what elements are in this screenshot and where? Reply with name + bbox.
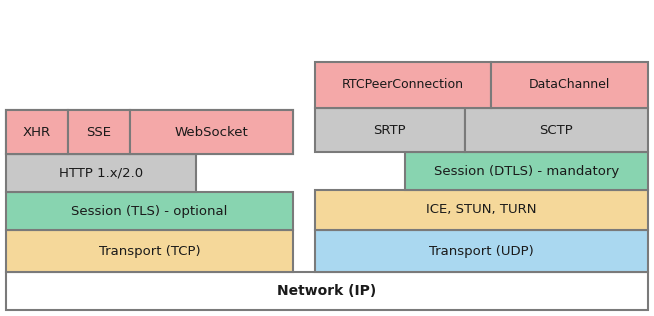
FancyBboxPatch shape xyxy=(6,230,293,272)
Text: ICE, STUN, TURN: ICE, STUN, TURN xyxy=(426,204,537,216)
FancyBboxPatch shape xyxy=(130,110,293,154)
Text: Session (TLS) - optional: Session (TLS) - optional xyxy=(71,204,228,217)
FancyBboxPatch shape xyxy=(315,230,648,272)
Text: SRTP: SRTP xyxy=(373,124,406,137)
FancyBboxPatch shape xyxy=(315,62,492,108)
FancyBboxPatch shape xyxy=(405,152,648,190)
FancyBboxPatch shape xyxy=(315,108,465,152)
FancyBboxPatch shape xyxy=(6,272,648,310)
Text: SCTP: SCTP xyxy=(540,124,574,137)
Text: DataChannel: DataChannel xyxy=(529,78,610,92)
Text: XHR: XHR xyxy=(23,125,51,138)
FancyBboxPatch shape xyxy=(465,108,648,152)
Text: Session (DTLS) - mandatory: Session (DTLS) - mandatory xyxy=(434,165,619,178)
Text: RTCPeerConnection: RTCPeerConnection xyxy=(342,78,464,92)
Text: Transport (UDP): Transport (UDP) xyxy=(429,245,534,258)
Text: Network (IP): Network (IP) xyxy=(277,284,377,298)
Text: WebSocket: WebSocket xyxy=(175,125,249,138)
Text: HTTP 1.x/2.0: HTTP 1.x/2.0 xyxy=(59,167,143,179)
Text: SSE: SSE xyxy=(86,125,111,138)
FancyBboxPatch shape xyxy=(6,110,68,154)
FancyBboxPatch shape xyxy=(68,110,130,154)
Text: Transport (TCP): Transport (TCP) xyxy=(99,245,200,258)
FancyBboxPatch shape xyxy=(6,110,293,154)
FancyBboxPatch shape xyxy=(315,190,648,230)
FancyBboxPatch shape xyxy=(6,154,196,192)
FancyBboxPatch shape xyxy=(6,192,293,230)
FancyBboxPatch shape xyxy=(492,62,648,108)
